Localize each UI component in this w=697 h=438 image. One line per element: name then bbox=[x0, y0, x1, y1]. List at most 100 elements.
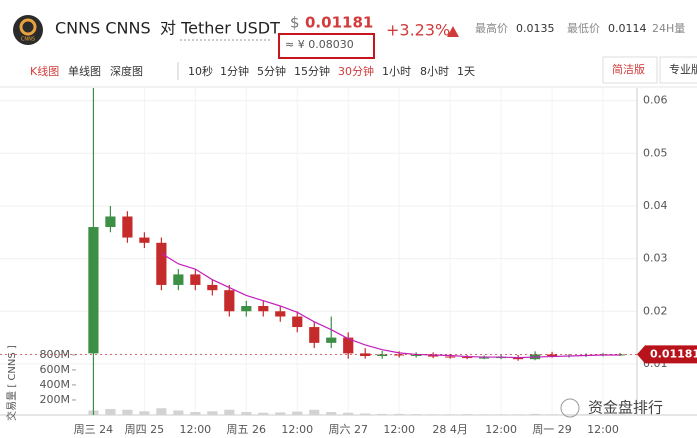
price: 0.01181 bbox=[305, 14, 373, 32]
y-tick-label: 0.05 bbox=[643, 146, 668, 159]
volume-bar bbox=[173, 410, 184, 415]
volume-bar bbox=[292, 411, 303, 415]
candle-body bbox=[309, 327, 320, 343]
interval-tab[interactable]: 30分钟 bbox=[338, 64, 374, 78]
candle-body bbox=[122, 216, 133, 238]
volume-bar bbox=[512, 414, 524, 415]
volume-bar bbox=[207, 411, 218, 415]
candle-body bbox=[479, 357, 490, 359]
candle-body bbox=[411, 354, 422, 356]
volume-bar bbox=[394, 413, 405, 415]
volume-bar bbox=[224, 409, 235, 415]
candle-body bbox=[88, 227, 99, 354]
candle-body bbox=[173, 274, 184, 285]
volume-bar bbox=[122, 409, 133, 415]
volume-tick-label: 400M bbox=[40, 378, 71, 391]
volume-bar bbox=[156, 408, 167, 415]
chart-type-tab[interactable]: 深度图 bbox=[110, 64, 143, 78]
candle-body bbox=[428, 354, 439, 357]
logo-ring bbox=[19, 18, 37, 36]
candle-body bbox=[360, 353, 371, 357]
coin-name: CNNS CNNS bbox=[55, 19, 151, 38]
volume-bar bbox=[258, 412, 269, 415]
volume-axis-label: 交易量 [ CNNS ] bbox=[5, 345, 18, 421]
candle-body bbox=[207, 284, 218, 291]
x-tick-label: 12:00 bbox=[485, 423, 517, 436]
mode-label[interactable]: 简洁版 bbox=[612, 62, 645, 76]
currency: $ bbox=[290, 14, 300, 32]
interval-tab[interactable]: 1天 bbox=[457, 65, 475, 78]
volume-bar bbox=[377, 413, 388, 415]
interval-tab[interactable]: 1分钟 bbox=[220, 64, 249, 78]
mode-label[interactable]: 专业版 bbox=[669, 62, 697, 76]
low-value: 0.0114 bbox=[608, 22, 647, 35]
volume-bar bbox=[326, 411, 337, 415]
y-tick-label: 0.06 bbox=[643, 94, 668, 107]
volume-bar bbox=[580, 414, 592, 415]
last-price-label: 0.01181 bbox=[650, 347, 697, 360]
volume-bar bbox=[241, 411, 252, 415]
interval-tab[interactable]: 10秒 bbox=[188, 64, 213, 78]
volume-bar bbox=[411, 414, 422, 415]
highlight-box bbox=[278, 33, 375, 59]
candle-body bbox=[377, 354, 388, 357]
x-tick-label: 周一 29 bbox=[532, 423, 572, 436]
volume-bar bbox=[614, 414, 626, 415]
moving-average bbox=[161, 252, 621, 359]
volume-bar bbox=[479, 414, 490, 415]
x-tick-label: 周五 26 bbox=[227, 423, 267, 436]
logo-text: CNNS bbox=[21, 37, 35, 43]
change: +3.23% bbox=[386, 21, 450, 40]
high-label: 最高价 bbox=[475, 21, 508, 35]
x-tick-label: 12:00 bbox=[587, 423, 619, 436]
volume-bar bbox=[546, 414, 558, 415]
candle-body bbox=[156, 242, 167, 285]
volume-bar bbox=[105, 408, 116, 415]
candle-body bbox=[326, 337, 337, 343]
x-tick-label: 周六 27 bbox=[328, 423, 368, 436]
candle-body bbox=[105, 216, 116, 228]
x-tick-label: 12:00 bbox=[179, 423, 211, 436]
candle-body bbox=[275, 311, 286, 317]
candle-body bbox=[546, 354, 558, 357]
high-value: 0.0135 bbox=[516, 22, 555, 35]
interval-tab[interactable]: 8小时 bbox=[420, 65, 449, 78]
y-tick-label: 0.04 bbox=[643, 199, 668, 212]
volume-bar bbox=[529, 413, 541, 415]
x-tick-label: 周三 24 bbox=[74, 423, 114, 436]
cny-price: ≈ ¥ 0.08030 bbox=[285, 38, 354, 51]
watermark: 资金盘排行 bbox=[588, 399, 663, 417]
pair[interactable]: 对 Tether USDT bbox=[160, 19, 280, 38]
volume-bar bbox=[343, 412, 354, 415]
up-triangle bbox=[447, 26, 459, 37]
x-tick-label: 12:00 bbox=[281, 423, 313, 436]
low-label: 最低价 bbox=[567, 22, 600, 35]
candle-body bbox=[258, 306, 269, 312]
x-tick-label: 12:00 bbox=[383, 423, 415, 436]
volume-bar bbox=[190, 411, 201, 415]
x-tick-label: 周四 25 bbox=[125, 423, 165, 436]
volume-bar bbox=[445, 414, 456, 415]
mode-button[interactable] bbox=[602, 56, 658, 84]
candle-body bbox=[224, 290, 235, 312]
interval-tab[interactable]: 1小时 bbox=[382, 65, 411, 78]
volume-bar bbox=[597, 414, 609, 415]
y-tick-label: 0.02 bbox=[643, 304, 668, 317]
chart-type-tab[interactable]: 单线图 bbox=[68, 64, 101, 78]
candle-body bbox=[614, 354, 626, 356]
volume-bar bbox=[496, 414, 507, 415]
candle-body bbox=[292, 316, 303, 328]
volume-tick-label: 200M bbox=[40, 393, 71, 406]
candle-body bbox=[139, 237, 150, 243]
interval-tab[interactable]: 15分钟 bbox=[294, 64, 330, 78]
mode-button[interactable] bbox=[659, 56, 697, 84]
x-tick-label: 28 4月 bbox=[432, 423, 468, 436]
volume-bar bbox=[563, 414, 575, 415]
chart-type-tab[interactable]: K线图 bbox=[30, 64, 59, 78]
interval-tab[interactable]: 5分钟 bbox=[257, 64, 286, 78]
volume-tick-label: 800M bbox=[40, 348, 71, 361]
volume-label: 24H量 bbox=[652, 22, 685, 35]
last-price-tag bbox=[637, 345, 697, 364]
